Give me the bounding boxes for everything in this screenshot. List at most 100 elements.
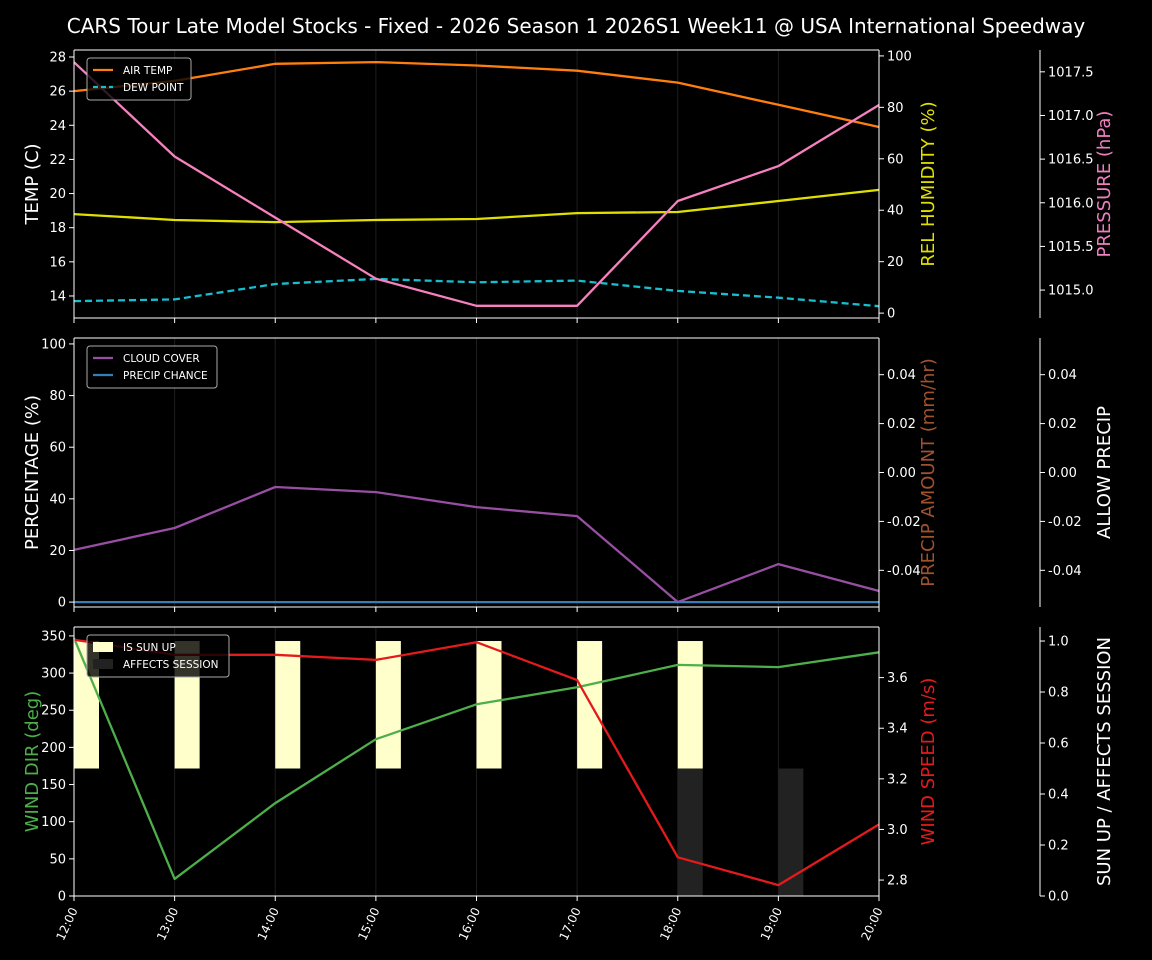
y-tick-label: 3.2 — [887, 772, 908, 787]
y-tick-label: 20 — [887, 255, 904, 270]
legend-swatch — [93, 642, 113, 652]
y-axis-label: TEMP (C) — [22, 143, 43, 225]
y-axis-label: PRESSURE (hPa) — [1094, 111, 1115, 258]
y-tick-label: 300 — [41, 667, 66, 682]
y-tick-label: 3.6 — [887, 671, 908, 686]
y-tick-label: 100 — [887, 49, 912, 64]
bar-is-sun-up — [476, 641, 502, 769]
y-tick-label: 40 — [887, 204, 904, 219]
y-tick-label: 3.4 — [887, 722, 908, 737]
y-tick-label: 250 — [41, 704, 66, 719]
y-tick-label: -0.04 — [887, 564, 921, 579]
y-tick-label: 1017.5 — [1048, 65, 1094, 80]
y-axis-label: PRECIP AMOUNT (mm/hr) — [918, 358, 939, 587]
legend-label: AIR TEMP — [123, 65, 172, 77]
panel-1: 14 16 18 20 22 24 26 28 TEMP (C) 0 20 40 60 80 100 REL … — [22, 49, 1115, 323]
y-axis-label: WIND SPEED (m/s) — [918, 678, 939, 846]
legend-box — [86, 634, 230, 678]
y-tick-label: 60 — [49, 441, 66, 456]
y-tick-label: 60 — [887, 152, 904, 167]
y-tick-label: 14 — [49, 289, 66, 304]
y-tick-label: 100 — [41, 337, 66, 352]
y-tick-label: -0.02 — [1048, 515, 1082, 530]
y-tick-label: 1015.5 — [1048, 240, 1094, 255]
y-tick-label: 18 — [49, 221, 66, 236]
y-tick-label: 16 — [49, 255, 66, 270]
legend-label: IS SUN UP — [123, 642, 176, 654]
legend: IS SUN UP AFFECTS SESSION — [86, 634, 230, 678]
y-tick-label: 80 — [49, 389, 66, 404]
bar-is-sun-up — [275, 641, 301, 769]
y-tick-label: 1015.0 — [1048, 284, 1094, 299]
x-tick-label: 13:00 — [154, 905, 181, 942]
y-tick-label: 100 — [41, 815, 66, 830]
y-tick-label: -0.04 — [1048, 564, 1082, 579]
x-tick-label: 12:00 — [53, 905, 80, 942]
y-tick-label: 1016.0 — [1048, 196, 1094, 211]
x-tick-label: 18:00 — [657, 905, 684, 942]
legend-label: CLOUD COVER — [123, 353, 200, 365]
y-tick-label: 22 — [49, 153, 66, 168]
y-tick-label: 0.04 — [1048, 368, 1077, 383]
y-tick-label: 1017.0 — [1048, 109, 1094, 124]
x-tick-label: 14:00 — [255, 905, 282, 942]
y-tick-label: 40 — [49, 492, 66, 507]
x-tick-label: 20:00 — [858, 905, 885, 942]
y-tick-label: 50 — [49, 852, 66, 867]
y-tick-label: 200 — [41, 741, 66, 756]
y-axis-label: SUN UP / AFFECTS SESSION — [1094, 637, 1115, 886]
y-tick-label: 350 — [41, 629, 66, 644]
legend-label: DEW POINT — [123, 82, 184, 94]
bar-affects-session — [677, 768, 703, 896]
y-axis-label: PERCENTAGE (%) — [22, 395, 43, 550]
x-tick-label: 15:00 — [355, 905, 382, 942]
bar-is-sun-up — [677, 641, 703, 769]
y-tick-label: 1.0 — [1048, 635, 1069, 650]
y-tick-label: 28 — [49, 50, 66, 65]
y-tick-label: 2.8 — [887, 874, 908, 889]
y-tick-label: 0.02 — [1048, 417, 1077, 432]
y-tick-label: 150 — [41, 778, 66, 793]
y-tick-label: 24 — [49, 119, 66, 134]
y-axis-label: WIND DIR (deg) — [22, 691, 43, 833]
bar-is-sun-up — [577, 641, 603, 769]
y-tick-label: 0.00 — [1048, 466, 1077, 481]
chart-title: CARS Tour Late Model Stocks - Fixed - 20… — [66, 14, 1086, 38]
bar-affects-session — [778, 768, 804, 896]
y-tick-label: 0.04 — [887, 368, 916, 383]
y-axis-label: REL HUMIDITY (%) — [918, 101, 939, 266]
y-tick-label: 3.0 — [887, 823, 908, 838]
y-axis-label: ALLOW PRECIP — [1094, 406, 1115, 539]
y-tick-label: 0 — [887, 307, 895, 322]
y-tick-label: 0.6 — [1048, 737, 1069, 752]
x-tick-label: 19:00 — [758, 905, 785, 942]
y-tick-label: 0.2 — [1048, 839, 1069, 854]
panel-2: 0 20 40 60 80 100 PERCENTAGE (%) -0.04 -0.02 0.00… — [22, 337, 1115, 612]
legend: AIR TEMP DEW POINT — [86, 57, 192, 101]
legend-swatch — [93, 659, 113, 669]
panel-3: 12:00 13:00 14:00 15:00 16:00 17:00 18:00 19:00… — [22, 626, 1115, 943]
y-tick-label: 0.4 — [1048, 788, 1069, 803]
x-tick-label: 16:00 — [456, 905, 483, 942]
y-tick-label: 20 — [49, 187, 66, 202]
y-tick-label: 0.0 — [1048, 890, 1069, 905]
legend-box — [86, 57, 192, 101]
y-tick-label: 0.8 — [1048, 686, 1069, 701]
y-tick-label: 0.00 — [887, 466, 916, 481]
series-line-dew-point — [73, 277, 880, 308]
y-tick-label: 80 — [887, 101, 904, 116]
y-tick-label: 20 — [49, 544, 66, 559]
x-tick-label: 17:00 — [557, 905, 584, 942]
bar-is-sun-up — [375, 641, 401, 769]
y-tick-label: -0.02 — [887, 515, 921, 530]
y-tick-label: 0 — [58, 596, 66, 611]
y-tick-label: 0 — [58, 890, 66, 905]
legend: CLOUD COVER PRECIP CHANCE — [86, 345, 218, 389]
legend-label: AFFECTS SESSION — [123, 659, 219, 671]
y-tick-label: 0.02 — [887, 417, 916, 432]
y-tick-label: 1016.5 — [1048, 153, 1094, 168]
y-tick-label: 26 — [49, 85, 66, 100]
legend-label: PRECIP CHANCE — [123, 370, 208, 382]
legend-box — [86, 345, 218, 389]
